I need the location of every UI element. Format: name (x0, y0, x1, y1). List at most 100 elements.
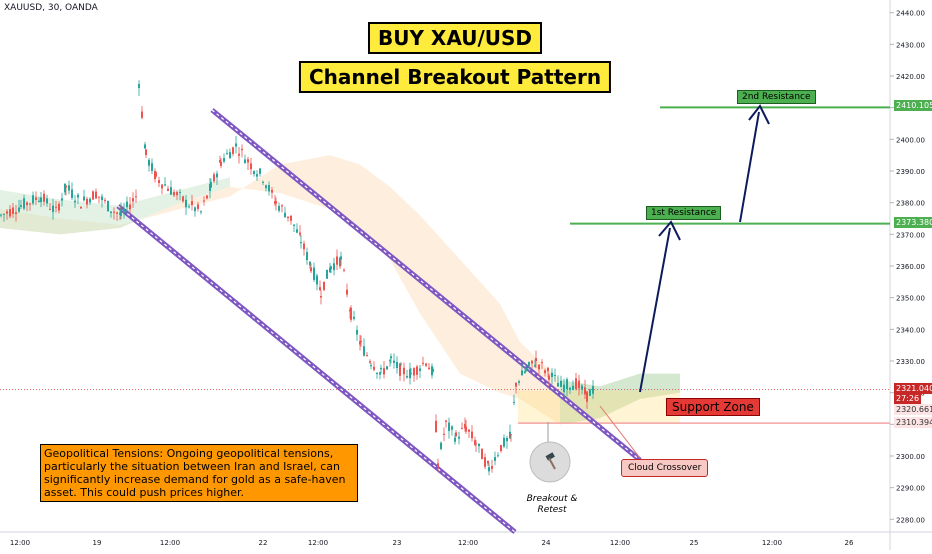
candle-body (425, 363, 427, 366)
candle-body (563, 384, 565, 392)
candle-body (197, 204, 199, 209)
candle-body (313, 267, 315, 280)
candle-body (155, 172, 157, 177)
candle-body (366, 355, 368, 357)
candle-body (319, 287, 321, 291)
y-tick-label: 2330.00 (896, 358, 925, 366)
x-tick-label: 12:00 (610, 539, 630, 547)
candle-body (46, 198, 48, 204)
candle-body (61, 198, 63, 201)
candle-body (83, 196, 85, 201)
candle-body (584, 387, 586, 395)
candle-body (383, 368, 385, 375)
y-tick-label: 2300.00 (896, 453, 925, 461)
candle-body (340, 256, 342, 260)
candle-body (256, 174, 258, 177)
price-tag-res1: 2373.380 (894, 217, 932, 228)
candle-body (191, 201, 193, 205)
x-tick-label: 25 (690, 539, 699, 547)
candle-body (531, 360, 533, 364)
candle-body (9, 209, 11, 217)
candle-body (241, 148, 243, 151)
arrow-to-res2 (739, 111, 760, 223)
candle-body (437, 463, 439, 468)
candle-body (524, 371, 526, 373)
candle-body (390, 356, 392, 359)
x-tick-label: 12:00 (762, 539, 782, 547)
candle-body (287, 216, 289, 219)
y-tick-label: 2340.00 (896, 326, 925, 334)
x-tick-label: 22 (259, 539, 268, 547)
candle-body (458, 436, 460, 439)
x-tick-label: 26 (845, 539, 854, 547)
candle-body (416, 366, 418, 375)
candle-body (488, 467, 490, 472)
candle-body (380, 367, 382, 370)
candle-body (560, 380, 562, 387)
candle-body (330, 266, 332, 270)
candle-body (478, 443, 480, 447)
x-tick-label: 12:00 (308, 539, 328, 547)
y-tick-label: 2280.00 (896, 516, 925, 524)
candle-body (494, 457, 496, 461)
candle-body (369, 361, 371, 363)
candle-body (113, 211, 115, 213)
candle-body (481, 449, 483, 460)
candle-body (336, 256, 338, 265)
candle-body (182, 196, 184, 202)
candle-body (32, 195, 34, 204)
candle-body (419, 368, 421, 371)
symbol-label: XAUUSD, 30, OANDA (4, 3, 98, 13)
candle-body (229, 152, 231, 159)
candle-body (569, 387, 571, 390)
candle-body (74, 200, 76, 203)
candle-body (443, 433, 445, 435)
x-tick-label: 19 (93, 539, 102, 547)
candle-body (309, 261, 311, 266)
arrow-head-res1 (658, 220, 681, 241)
ichimoku-cloud-green (560, 373, 680, 425)
candle-body (179, 191, 181, 193)
candle-body (167, 188, 169, 191)
candle-body (18, 207, 20, 212)
candle-body (89, 198, 91, 203)
candle-body (513, 401, 515, 403)
candle-body (329, 267, 331, 272)
candle-body (484, 457, 486, 467)
candle-body (161, 184, 163, 189)
candle-body (497, 455, 499, 457)
candle-body (293, 224, 295, 226)
x-tick-label: 12:00 (458, 539, 478, 547)
candle-body (468, 429, 470, 432)
candle-body (101, 196, 103, 201)
y-tick-label: 2400.00 (896, 136, 925, 144)
candle-body (213, 174, 215, 182)
candle-body (92, 191, 94, 200)
candle-body (491, 465, 493, 469)
candle-body (445, 420, 447, 422)
candle-body (129, 204, 131, 210)
candle-body (110, 211, 112, 213)
arrow-to-res1 (639, 227, 671, 393)
candle-body (275, 201, 277, 204)
candle-body (535, 358, 537, 362)
cloud-crossover-label: Cloud Crossover (621, 459, 709, 477)
candle-body (148, 159, 150, 166)
candle-body (471, 431, 473, 439)
candle-body (52, 205, 54, 212)
price-tag-support-bottom: 2310.394 (894, 417, 932, 428)
candle-body (464, 423, 466, 429)
candle-body (396, 361, 398, 369)
candle-body (373, 366, 375, 370)
y-tick-label: 2390.00 (896, 168, 925, 176)
candle-body (551, 372, 553, 378)
candle-body (29, 203, 31, 205)
candle-body (326, 269, 328, 279)
x-tick-label: 12:00 (10, 539, 30, 547)
candle-body (451, 426, 453, 430)
title-pattern: Channel Breakout Pattern (298, 61, 612, 93)
candle-body (487, 461, 489, 464)
y-tick-label: 2380.00 (896, 200, 925, 208)
candle-body (448, 422, 450, 431)
